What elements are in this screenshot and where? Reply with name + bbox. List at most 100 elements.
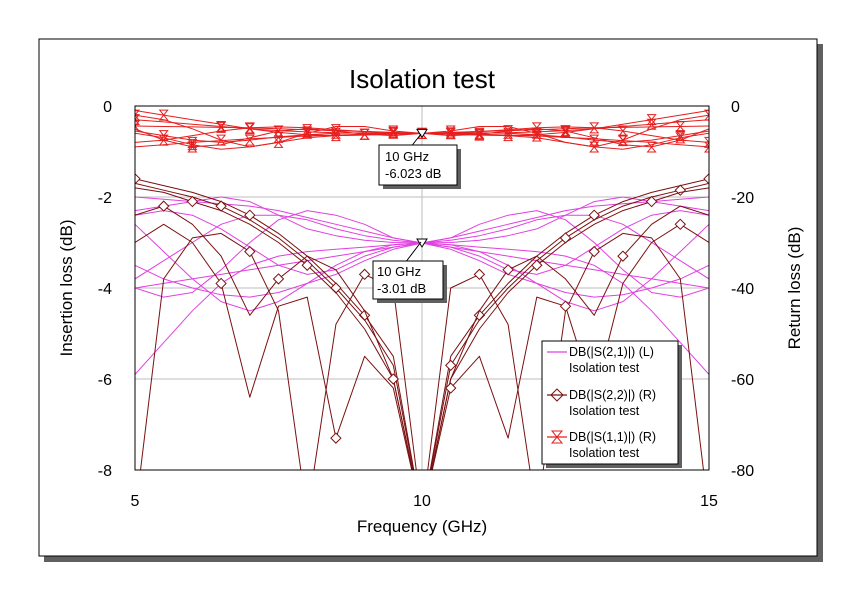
hourglass-marker: [302, 126, 313, 138]
hourglass-marker: [560, 125, 571, 137]
legend-entry-label: DB(|S(2,2)|) (R): [569, 388, 656, 402]
marker-point: [416, 238, 428, 248]
series-line-s22: [135, 178, 709, 470]
hourglass-marker: [359, 128, 370, 140]
legend-entry-label: DB(|S(2,1)|) (L): [569, 345, 654, 359]
y-tick-label-left: -8: [98, 463, 112, 480]
hourglass-marker: [388, 127, 399, 139]
hourglass-marker: [675, 130, 686, 142]
hourglass-marker: [135, 120, 141, 132]
diamond-marker: [559, 300, 572, 312]
marker-box: [378, 144, 458, 186]
marker-label-line2: -6.023 dB: [385, 166, 441, 181]
hourglass-marker: [273, 125, 284, 137]
y-tick-labels-left: 0 -2 -4 -6 -8: [98, 99, 112, 480]
series-line-s22: [135, 182, 709, 470]
y-tick-label-left: -4: [98, 281, 112, 298]
hourglass-marker: [244, 122, 255, 134]
legend-entry-label: DB(|S(1,1)|) (R): [569, 430, 656, 444]
marker-label-line1: 10 GHz: [385, 149, 429, 164]
diamond-marker: [135, 173, 141, 185]
x-tick-label: 15: [700, 493, 718, 510]
y-tick-labels-right: 0 -20 -40 -60 -80: [731, 99, 754, 480]
chart-title: Isolation test: [349, 64, 496, 94]
diamond-marker: [444, 359, 457, 372]
y-tick-label-right: 0: [731, 99, 740, 116]
diamond-marker: [617, 250, 629, 262]
hourglass-marker: [589, 122, 600, 134]
hourglass-marker: [244, 134, 255, 146]
diamond-marker: [387, 373, 400, 385]
legend-entry-sublabel: Isolation test: [569, 446, 640, 460]
hourglass-marker: [474, 128, 485, 140]
hourglass-marker: [617, 125, 628, 137]
marker-box: [372, 260, 444, 300]
y-tick-label-left: 0: [103, 99, 112, 116]
marker-leader: [404, 241, 422, 264]
hourglass-marker: [388, 125, 399, 137]
marker-point: [416, 128, 428, 139]
hourglass-marker: [646, 114, 657, 126]
hourglass-marker: [158, 130, 169, 142]
diamond-marker: [703, 173, 709, 185]
diamond-marker: [157, 200, 170, 212]
x-tick-labels: 5 10 15: [131, 493, 718, 510]
hourglass-marker: [158, 134, 169, 146]
diamond-marker: [301, 259, 313, 271]
hourglass-marker: [187, 141, 198, 153]
hourglass-marker: [474, 129, 485, 141]
hourglass-marker: [330, 127, 341, 139]
hourglass-marker: [703, 141, 709, 153]
hourglass-marker: [244, 123, 255, 135]
series-line-s22: [140, 232, 704, 470]
hourglass-marker: [589, 134, 600, 146]
diamond-marker: [674, 218, 687, 231]
series-line-s22: [135, 223, 709, 470]
hourglass-marker: [703, 109, 709, 121]
diamond-marker: [330, 432, 342, 444]
marker-layer: 10 GHz -6.023 dB 10 GHz -3.01 dB: [372, 133, 461, 303]
diamond-marker: [215, 277, 227, 290]
legend-entry-sublabel: Isolation test: [569, 361, 640, 375]
x-tick-label: 5: [131, 493, 140, 510]
diamond-marker: [244, 245, 256, 258]
x-tick-label: 10: [413, 493, 431, 510]
marker-label-line1: 10 GHz: [377, 264, 421, 279]
diamond-marker: [186, 195, 199, 208]
series-layer: [135, 109, 709, 470]
hourglass-marker: [445, 125, 456, 137]
hourglass-marker: [646, 141, 657, 153]
hourglass-marker: [273, 136, 284, 148]
plot-border: [134, 105, 710, 471]
y-tick-label-left: -2: [98, 190, 112, 207]
diamond-marker: [358, 268, 371, 281]
y-axis-label-right: Return loss (dB): [785, 227, 804, 350]
series-line-s22: [135, 187, 709, 470]
diamond-marker: [674, 184, 687, 196]
diamond-marker: [645, 195, 658, 208]
x-axis-label: Frequency (GHz): [357, 517, 487, 536]
legend-box: [541, 340, 679, 465]
hourglass-marker: [445, 127, 456, 139]
diamond-marker: [272, 273, 285, 285]
legend: DB(|S(2,1)|) (L) Isolation test DB(|S(2,…: [541, 340, 682, 468]
y-tick-label-right: -40: [731, 281, 754, 298]
hourglass-marker: [675, 120, 686, 132]
hourglass-marker-icon: [550, 430, 564, 444]
diamond-marker: [502, 264, 514, 276]
diamond-marker: [473, 268, 486, 281]
diamond-marker: [444, 382, 457, 394]
diamond-marker: [588, 245, 600, 258]
hourglass-marker: [216, 121, 227, 133]
diamond-marker: [531, 259, 543, 271]
hourglass-marker: [158, 109, 169, 121]
hourglass-marker: [135, 109, 141, 121]
series-line-s22: [135, 205, 709, 470]
y-tick-label-right: -20: [731, 190, 754, 207]
y-axis-label-left: Insertion loss (dB): [57, 220, 76, 357]
hourglass-marker: [503, 127, 514, 139]
marker-label-line2: -3.01 dB: [377, 281, 426, 296]
y-tick-label-left: -6: [98, 372, 112, 389]
hourglass-marker: [187, 136, 198, 148]
